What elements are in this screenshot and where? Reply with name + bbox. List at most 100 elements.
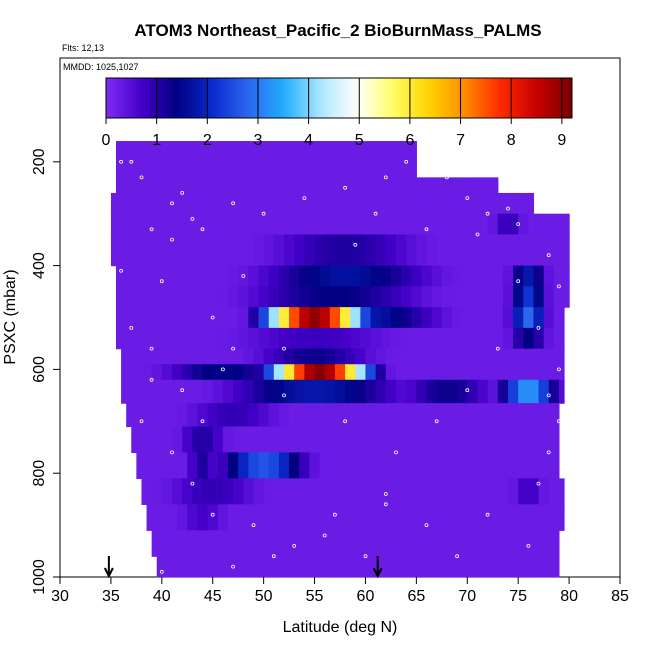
sample-point [444,175,449,180]
heatmap-cell [278,177,290,194]
heatmap-cell [314,379,326,404]
heatmap-cell [365,234,377,267]
heatmap-cell [355,478,367,505]
heatmap-cells [110,141,570,578]
sample-point [170,237,174,242]
heatmap-cell [329,307,341,329]
heatmap-cell [207,403,219,428]
heatmap-cell [268,177,280,194]
heatmap-cell [192,234,204,267]
heatmap-cell [126,141,137,178]
heatmap-cell [523,286,535,308]
heatmap-cell [462,265,473,287]
sample-point [282,393,286,398]
heatmap-cell [446,348,458,365]
y-tick-label: 800 [31,460,48,487]
heatmap-cell [406,348,417,365]
sample-point [210,512,215,517]
heatmap-cell [192,192,204,215]
heatmap-cell [177,327,188,350]
heatmap-cell [324,530,336,557]
heatmap-cell [452,504,463,531]
heatmap-cell [197,556,209,578]
heatmap-cell [233,192,244,215]
heatmap-cell [156,452,168,479]
heatmap-cell [543,265,555,287]
heatmap-cell [319,556,331,578]
heatmap-cell [131,192,143,215]
heatmap-cell [431,177,443,194]
heatmap-cell [416,234,428,267]
heatmap-cell [441,556,453,578]
heatmap-cell [334,348,346,365]
heatmap-cell [340,556,351,578]
sample-point [424,165,429,169]
heatmap-cell [151,348,163,365]
heatmap-cell [294,348,305,365]
heatmap-cell [538,348,550,365]
heatmap-cell [182,213,193,236]
colorbar-tick-label: 5 [355,132,364,149]
heatmap-cell [436,379,448,404]
heatmap-cell [497,478,509,505]
heatmap-cell [309,504,321,531]
heatmap-cell [350,327,361,350]
heatmap-cell [436,426,448,454]
heatmap-cell [273,379,285,404]
heatmap-cell [467,379,479,404]
heatmap-cell [345,364,356,381]
heatmap-cell [243,213,255,236]
heatmap-cell [564,265,570,287]
heatmap-cell [340,327,351,350]
heatmap-cell [355,192,367,215]
heatmap-cell [197,504,209,531]
heatmap-cell [421,403,433,428]
heatmap-cell [380,452,392,479]
heatmap-cell [518,426,529,454]
heatmap-cell [457,364,468,381]
heatmap-cell [182,234,193,267]
heatmap-cell [243,530,255,557]
heatmap-cell [304,364,316,381]
heatmap-cell [396,379,407,404]
sample-point [231,564,236,569]
heatmap-cell [202,213,214,236]
sample-point [149,227,154,232]
heatmap-cell [340,141,351,178]
heatmap-cell [258,177,270,194]
heatmap-cell [187,307,199,329]
heatmap-cell [177,307,188,329]
heatmap-cell [136,141,148,178]
heatmap-cell [452,452,463,479]
heatmap-cell [416,478,428,505]
heatmap-cell [289,141,300,178]
heatmap-cell [436,348,448,365]
heatmap-cell [477,426,489,454]
sample-point [373,211,378,216]
heatmap-cell [131,213,143,236]
heatmap-cell [396,478,407,505]
heatmap-cell [558,234,570,267]
heatmap-cell [248,327,260,350]
heatmap-cell [533,556,545,578]
dates-label: MMDD: 1025,1027 [63,62,139,72]
sample-point [546,253,551,258]
heatmap-cell [258,286,270,308]
heatmap-cell [360,265,372,287]
y-tick-label: 600 [31,356,48,383]
heatmap-cell [166,265,178,287]
heatmap-cell [172,426,183,454]
heatmap-cell [360,307,372,329]
heatmap-cell [360,177,372,194]
heatmap-cell [482,504,494,531]
colorbar: 0 1 2 3 4 5 6 7 8 9 [102,77,573,149]
heatmap-cell [457,379,468,404]
heatmap-cell [385,530,397,557]
heatmap-cell [228,504,239,531]
heatmap-cell [360,452,372,479]
heatmap-cell [482,265,494,287]
heatmap-cell [508,530,519,557]
heatmap-cell [401,141,412,178]
heatmap-cell [197,452,209,479]
heatmap-cell [197,265,209,287]
